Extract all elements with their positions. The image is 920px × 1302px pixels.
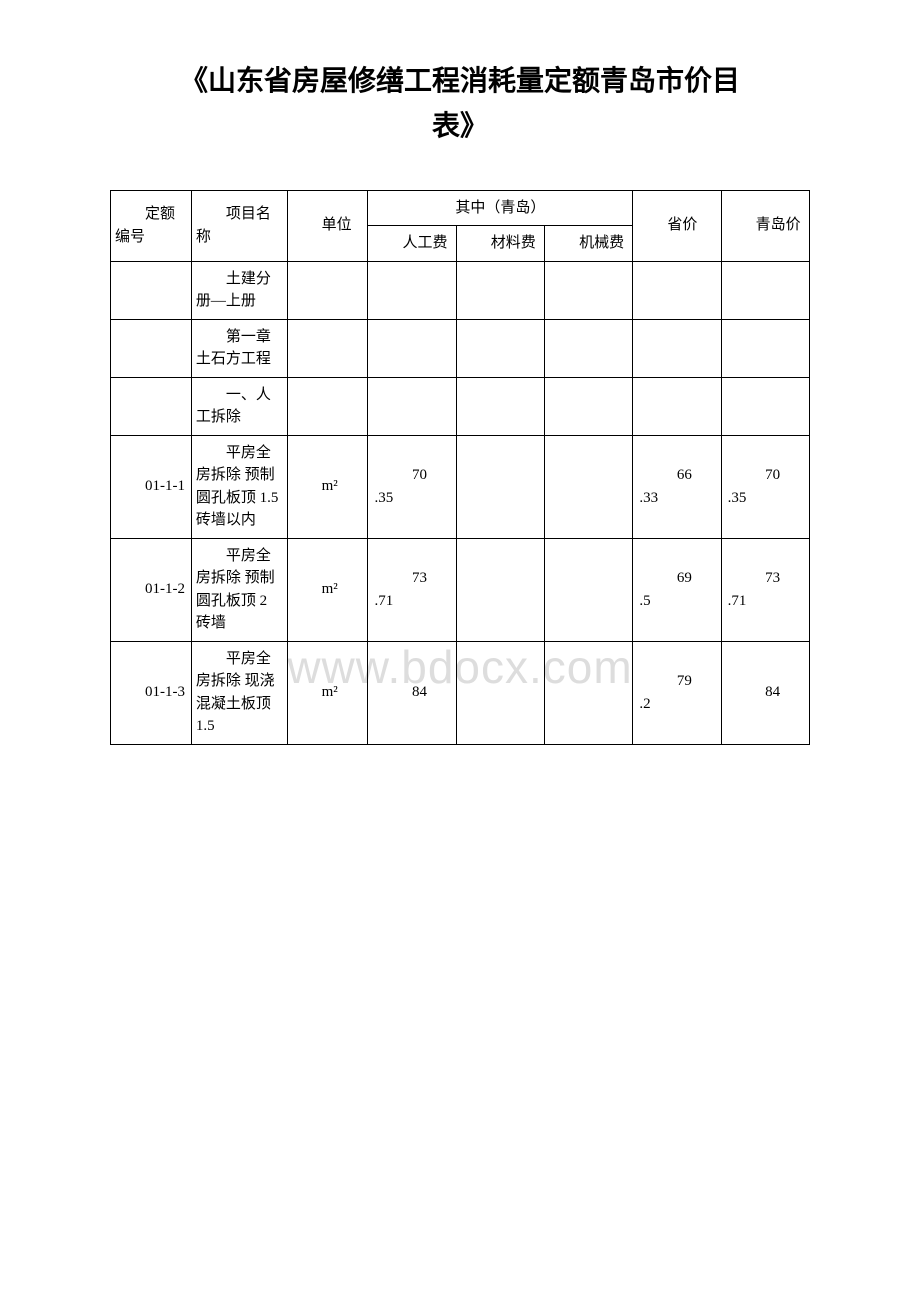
cell-qd-a: 84 xyxy=(728,681,805,704)
cell-labor-b: .71 xyxy=(374,590,451,613)
cell-code: 01-1-3 xyxy=(111,641,192,744)
cell-machine xyxy=(545,538,633,641)
cell-labor xyxy=(368,377,456,435)
title-line-1: 《山东省房屋修缮工程消耗量定额青岛市价目 xyxy=(180,66,740,97)
cell-machine xyxy=(545,641,633,744)
cell-material xyxy=(456,435,544,538)
cell-qd: 84 xyxy=(721,641,809,744)
cell-name: 平房全房拆除 现浇混凝土板顶 1.5 xyxy=(191,641,287,744)
cell-code: 01-1-1 xyxy=(111,435,192,538)
cell-qd xyxy=(721,377,809,435)
cell-prov xyxy=(633,377,721,435)
cell-unit xyxy=(287,261,368,319)
cell-prov xyxy=(633,319,721,377)
cell-labor-a: 70 xyxy=(374,464,451,487)
price-table-container: 定额编号 项目名称 单位 其中（青岛） 省价 青岛价 人工费 材料费 机械费 土… xyxy=(110,190,810,745)
cell-prov: 69 .5 xyxy=(633,538,721,641)
cell-prov-a: 69 xyxy=(639,567,716,590)
cell-prov xyxy=(633,261,721,319)
cell-material xyxy=(456,261,544,319)
header-labor: 人工费 xyxy=(368,226,456,262)
cell-qd xyxy=(721,261,809,319)
header-machine: 机械费 xyxy=(545,226,633,262)
table-row: 01-1-3 平房全房拆除 现浇混凝土板顶 1.5 m² 84 79 .2 84 xyxy=(111,641,810,744)
cell-unit: m² xyxy=(287,435,368,538)
cell-labor-b: .35 xyxy=(374,487,451,510)
cell-qd: 70 .35 xyxy=(721,435,809,538)
table-row: 土建分册—上册 xyxy=(111,261,810,319)
cell-prov-b: .5 xyxy=(639,590,716,613)
header-unit: 单位 xyxy=(287,190,368,261)
cell-machine xyxy=(545,435,633,538)
cell-prov-a: 66 xyxy=(639,464,716,487)
cell-machine xyxy=(545,377,633,435)
table-row: 01-1-2 平房全房拆除 预制圆孔板顶 2 砖墙 m² 73 .71 69 .… xyxy=(111,538,810,641)
cell-prov-b: .2 xyxy=(639,693,716,716)
header-qingdao-price: 青岛价 xyxy=(721,190,809,261)
cell-labor: 73 .71 xyxy=(368,538,456,641)
cell-material xyxy=(456,319,544,377)
cell-code xyxy=(111,377,192,435)
cell-name: 土建分册—上册 xyxy=(191,261,287,319)
header-material: 材料费 xyxy=(456,226,544,262)
header-qingdao-group: 其中（青岛） xyxy=(368,190,633,226)
cell-qd-a: 70 xyxy=(728,464,805,487)
cell-labor-a: 84 xyxy=(374,681,451,704)
cell-labor-a: 73 xyxy=(374,567,451,590)
document-title: 《山东省房屋修缮工程消耗量定额青岛市价目 表》 xyxy=(110,60,810,150)
cell-labor: 84 xyxy=(368,641,456,744)
cell-code xyxy=(111,319,192,377)
cell-name: 平房全房拆除 预制圆孔板顶 2 砖墙 xyxy=(191,538,287,641)
cell-prov-a: 79 xyxy=(639,670,716,693)
price-table: 定额编号 项目名称 单位 其中（青岛） 省价 青岛价 人工费 材料费 机械费 土… xyxy=(110,190,810,745)
cell-code xyxy=(111,261,192,319)
cell-qd-a: 73 xyxy=(728,567,805,590)
cell-qd xyxy=(721,319,809,377)
header-province-price: 省价 xyxy=(633,190,721,261)
table-header-row-1: 定额编号 项目名称 单位 其中（青岛） 省价 青岛价 xyxy=(111,190,810,226)
header-code: 定额编号 xyxy=(111,190,192,261)
table-row: 01-1-1 平房全房拆除 预制圆孔板顶 1.5 砖墙以内 m² 70 .35 … xyxy=(111,435,810,538)
cell-name: 平房全房拆除 预制圆孔板顶 1.5 砖墙以内 xyxy=(191,435,287,538)
cell-qd-b: .71 xyxy=(728,590,805,613)
cell-name: 第一章 土石方工程 xyxy=(191,319,287,377)
cell-material xyxy=(456,641,544,744)
cell-code: 01-1-2 xyxy=(111,538,192,641)
cell-unit: m² xyxy=(287,538,368,641)
cell-prov-b: .33 xyxy=(639,487,716,510)
cell-unit: m² xyxy=(287,641,368,744)
table-row: 一、人工拆除 xyxy=(111,377,810,435)
table-row: 第一章 土石方工程 xyxy=(111,319,810,377)
cell-unit xyxy=(287,319,368,377)
cell-qd: 73 .71 xyxy=(721,538,809,641)
cell-prov: 66 .33 xyxy=(633,435,721,538)
header-name: 项目名称 xyxy=(191,190,287,261)
cell-labor xyxy=(368,261,456,319)
cell-machine xyxy=(545,319,633,377)
cell-labor xyxy=(368,319,456,377)
cell-prov: 79 .2 xyxy=(633,641,721,744)
cell-material xyxy=(456,377,544,435)
cell-material xyxy=(456,538,544,641)
cell-name: 一、人工拆除 xyxy=(191,377,287,435)
cell-unit xyxy=(287,377,368,435)
title-line-2: 表》 xyxy=(432,111,488,142)
cell-machine xyxy=(545,261,633,319)
cell-labor: 70 .35 xyxy=(368,435,456,538)
cell-qd-b: .35 xyxy=(728,487,805,510)
